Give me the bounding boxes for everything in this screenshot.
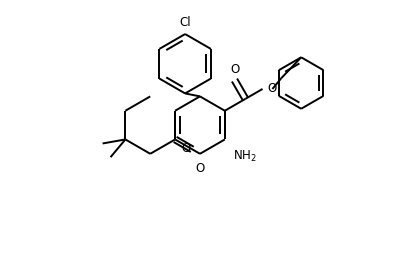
Text: O: O <box>182 142 191 155</box>
Text: NH$_2$: NH$_2$ <box>233 149 256 165</box>
Text: Cl: Cl <box>179 16 191 29</box>
Text: O: O <box>268 83 277 95</box>
Text: O: O <box>195 162 204 175</box>
Text: O: O <box>230 63 239 76</box>
